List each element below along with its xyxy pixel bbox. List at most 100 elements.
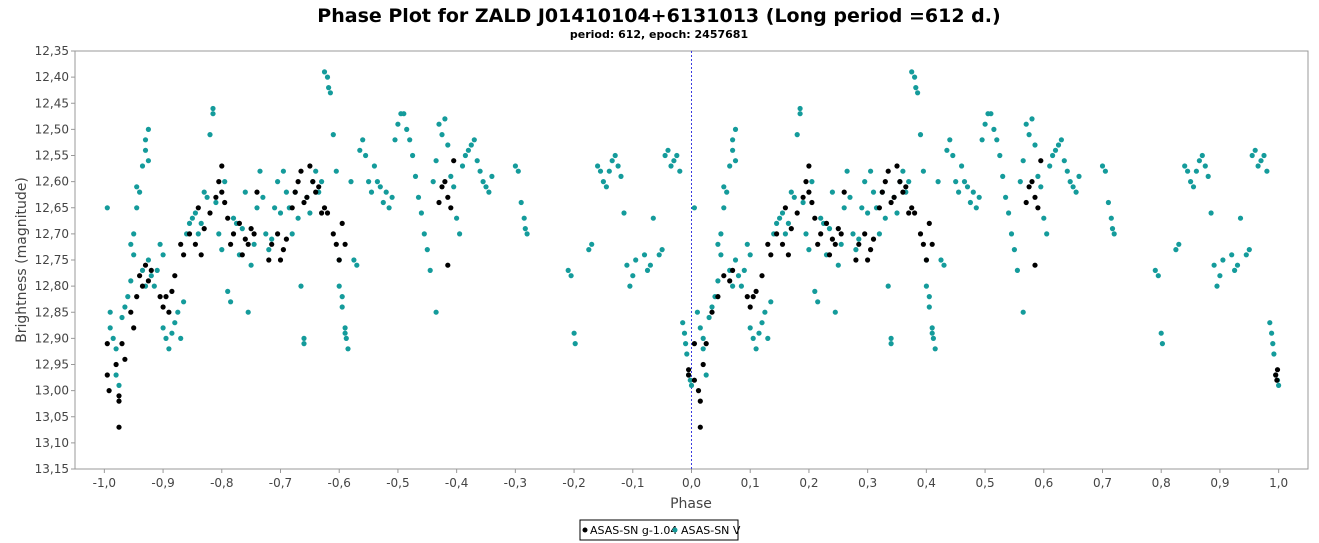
data-point-asas-sn-v	[386, 205, 392, 211]
data-point-asas-sn-g	[782, 205, 789, 211]
data-point-asas-sn-v	[1188, 179, 1194, 185]
data-point-asas-sn-g	[747, 304, 753, 310]
data-point-asas-sn-v	[659, 247, 665, 253]
data-point-asas-sn-v	[762, 309, 768, 315]
data-point-asas-sn-v	[738, 283, 745, 289]
data-point-asas-sn-v	[1105, 199, 1111, 206]
chart-title: Phase Plot for ZALD J01410104+6131013 (L…	[317, 5, 1000, 27]
data-point-asas-sn-g	[448, 205, 454, 211]
data-point-asas-sn-v	[630, 273, 636, 279]
data-point-asas-sn-v	[210, 105, 216, 112]
data-point-asas-sn-v	[451, 184, 457, 190]
data-point-asas-sn-v	[104, 205, 110, 211]
data-point-asas-sn-v	[876, 231, 883, 237]
data-point-asas-sn-g	[882, 179, 888, 185]
y-tick-label: 12,70	[35, 227, 69, 241]
data-point-asas-sn-v	[803, 231, 809, 237]
data-point-asas-sn-v	[201, 189, 207, 195]
data-point-asas-sn-v	[401, 111, 407, 117]
data-point-asas-sn-g	[862, 231, 868, 237]
data-point-asas-sn-v	[1232, 267, 1238, 273]
data-points	[104, 69, 1282, 430]
data-point-asas-sn-v	[730, 283, 736, 289]
data-point-asas-sn-v	[160, 252, 166, 258]
data-point-asas-sn-g	[894, 163, 900, 169]
data-point-asas-sn-v	[266, 247, 272, 253]
data-point-asas-sn-v	[572, 341, 578, 347]
data-point-asas-sn-g	[195, 205, 201, 211]
data-point-asas-sn-v	[1020, 158, 1026, 164]
data-point-asas-sn-v	[128, 278, 134, 284]
data-point-asas-sn-v	[1173, 247, 1179, 253]
data-point-asas-sn-g	[137, 273, 143, 279]
data-point-asas-sn-v	[1269, 330, 1275, 336]
data-point-asas-sn-v	[131, 231, 137, 237]
data-point-asas-sn-v	[113, 372, 119, 378]
data-point-asas-sn-v	[721, 205, 727, 211]
x-tick-label: -0,9	[151, 476, 174, 490]
data-point-asas-sn-v	[522, 226, 528, 232]
data-point-asas-sn-g	[104, 341, 110, 347]
data-point-asas-sn-v	[959, 163, 965, 169]
data-point-asas-sn-v	[868, 168, 874, 174]
data-point-asas-sn-v	[687, 377, 693, 383]
data-point-asas-sn-g	[106, 388, 112, 394]
data-point-asas-sn-g	[888, 199, 894, 206]
data-point-asas-sn-g	[879, 189, 885, 195]
data-point-asas-sn-v	[412, 173, 419, 179]
data-point-asas-sn-v	[1041, 215, 1047, 221]
data-point-asas-sn-v	[1243, 252, 1249, 258]
data-point-asas-sn-g	[697, 398, 703, 404]
data-point-asas-sn-v	[797, 111, 803, 117]
data-point-asas-sn-g	[330, 231, 336, 237]
data-point-asas-sn-v	[371, 163, 377, 169]
data-point-asas-sn-v	[882, 215, 888, 221]
data-point-asas-sn-v	[1017, 179, 1023, 185]
data-point-asas-sn-g	[163, 294, 169, 300]
x-tick-label: -0,6	[328, 476, 351, 490]
data-point-asas-sn-v	[245, 309, 251, 315]
data-point-asas-sn-g	[917, 231, 924, 237]
data-point-asas-sn-g	[236, 220, 242, 226]
data-point-asas-sn-v	[1214, 283, 1220, 289]
data-point-asas-sn-v	[1193, 168, 1199, 174]
data-point-asas-sn-g	[239, 252, 245, 258]
data-point-asas-sn-v	[462, 152, 468, 159]
data-point-asas-sn-v	[254, 205, 260, 211]
data-point-asas-sn-v	[465, 147, 471, 153]
data-point-asas-sn-g	[1273, 372, 1279, 378]
data-point-asas-sn-g	[794, 210, 800, 216]
data-point-asas-sn-g	[134, 294, 140, 300]
data-point-asas-sn-v	[1003, 194, 1009, 200]
data-point-asas-sn-g	[700, 361, 706, 368]
data-point-asas-sn-g	[909, 205, 915, 211]
data-point-asas-sn-g	[1035, 205, 1041, 211]
data-point-asas-sn-g	[339, 220, 345, 226]
data-point-asas-sn-v	[777, 215, 783, 221]
data-point-asas-sn-v	[609, 158, 615, 164]
data-point-asas-sn-g	[912, 210, 918, 216]
data-point-asas-sn-g	[228, 241, 234, 247]
data-point-asas-sn-v	[457, 231, 463, 237]
data-point-asas-sn-g	[1274, 367, 1281, 373]
data-point-asas-sn-g	[336, 257, 342, 263]
data-point-asas-sn-v	[603, 184, 610, 190]
data-point-asas-sn-g	[753, 288, 759, 294]
data-point-asas-sn-g	[198, 252, 204, 258]
data-point-asas-sn-v	[709, 304, 715, 310]
data-point-asas-sn-g	[116, 424, 122, 430]
data-point-asas-sn-v	[1270, 341, 1276, 347]
data-point-asas-sn-v	[732, 158, 739, 164]
data-point-asas-sn-v	[263, 231, 269, 237]
data-point-asas-sn-v	[684, 351, 690, 357]
data-point-asas-sn-g	[885, 168, 891, 174]
data-point-asas-sn-g	[316, 184, 322, 190]
data-point-asas-sn-v	[1035, 173, 1041, 179]
data-point-asas-sn-v	[703, 372, 709, 378]
data-point-asas-sn-g	[324, 210, 331, 216]
data-point-asas-sn-v	[1006, 210, 1012, 216]
data-point-asas-sn-v	[1076, 173, 1082, 179]
data-point-asas-sn-v	[330, 132, 336, 138]
data-point-asas-sn-g	[779, 241, 786, 247]
